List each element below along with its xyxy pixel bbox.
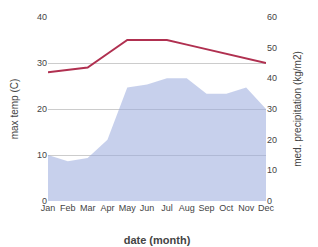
svg-text:Oct: Oct [219, 203, 234, 213]
svg-text:max temp (C): max temp (C) [9, 79, 20, 140]
svg-text:Dec: Dec [258, 203, 275, 213]
svg-text:0: 0 [42, 196, 47, 206]
svg-text:20: 20 [267, 135, 277, 145]
svg-text:May: May [119, 203, 137, 213]
svg-text:30: 30 [37, 58, 47, 68]
svg-text:med. precipitation (kg/m2): med. precipitation (kg/m2) [292, 51, 303, 167]
svg-text:40: 40 [267, 73, 277, 83]
svg-text:10: 10 [37, 150, 47, 160]
svg-text:Nov: Nov [238, 203, 255, 213]
svg-text:Apr: Apr [100, 203, 114, 213]
svg-text:60: 60 [267, 12, 277, 22]
svg-text:20: 20 [37, 104, 47, 114]
svg-text:date (month): date (month) [124, 234, 191, 246]
svg-text:Sep: Sep [199, 203, 215, 213]
svg-text:Jan: Jan [41, 203, 56, 213]
svg-text:Jul: Jul [161, 203, 173, 213]
svg-text:Mar: Mar [80, 203, 96, 213]
svg-text:10: 10 [267, 165, 277, 175]
svg-text:Feb: Feb [60, 203, 76, 213]
svg-text:Aug: Aug [179, 203, 195, 213]
svg-text:30: 30 [267, 104, 277, 114]
svg-text:40: 40 [37, 12, 47, 22]
svg-text:0: 0 [267, 196, 272, 206]
svg-text:50: 50 [267, 43, 277, 53]
svg-text:Jun: Jun [140, 203, 155, 213]
